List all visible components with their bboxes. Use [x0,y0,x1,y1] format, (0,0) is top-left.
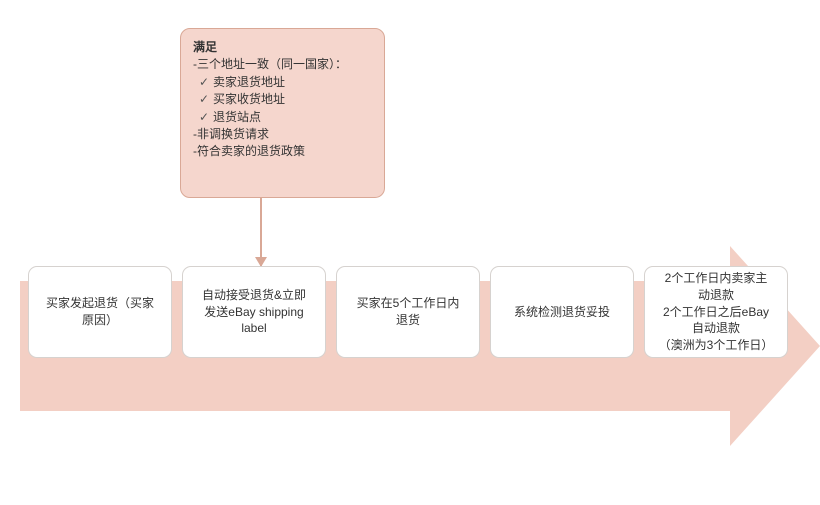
conditions-callout: 满足 -三个地址一致（同一国家）：卖家退货地址买家收货地址退货站点-非调换货请求… [180,28,385,198]
callout-title: 满足 [193,40,217,54]
process-step-5: 2个工作日内卖家主动退款2个工作日之后eBay自动退款（澳洲为3个工作日） [644,266,788,358]
step-line: 系统检测退货妥投 [514,304,610,321]
callout-line: -非调换货请求 [193,126,372,143]
callout-connector [260,198,262,266]
callout-line: -符合卖家的退货政策 [193,143,372,160]
step-line: 买家发起退货（买家 [46,295,154,312]
callout-line: 退货站点 [193,109,372,126]
callout-lines: -三个地址一致（同一国家）：卖家退货地址买家收货地址退货站点-非调换货请求-符合… [193,56,372,160]
step-line: 2个工作日内卖家主 [665,270,768,287]
step-line: label [241,320,266,337]
step-line: 自动接受退货&立即 [202,287,306,304]
process-step-4: 系统检测退货妥投 [490,266,634,358]
step-line: 发送eBay shipping [204,304,303,321]
process-step-2: 自动接受退货&立即发送eBay shippinglabel [182,266,326,358]
step-line: 买家在5个工作日内 [357,295,460,312]
step-line: 原因） [82,312,118,329]
callout-line: -三个地址一致（同一国家）： [193,56,372,73]
step-line: 动退款 [698,287,734,304]
callout-line: 买家收货地址 [193,91,372,108]
process-step-3: 买家在5个工作日内退货 [336,266,480,358]
callout-line: 卖家退货地址 [193,74,372,91]
step-line: （澳洲为3个工作日） [659,337,774,354]
step-line: 自动退款 [692,320,740,337]
step-line: 2个工作日之后eBay [663,304,769,321]
flowchart-canvas: 满足 -三个地址一致（同一国家）：卖家退货地址买家收货地址退货站点-非调换货请求… [0,0,820,505]
process-step-1: 买家发起退货（买家原因） [28,266,172,358]
step-line: 退货 [396,312,420,329]
process-steps: 买家发起退货（买家原因）自动接受退货&立即发送eBay shippinglabe… [28,266,788,358]
